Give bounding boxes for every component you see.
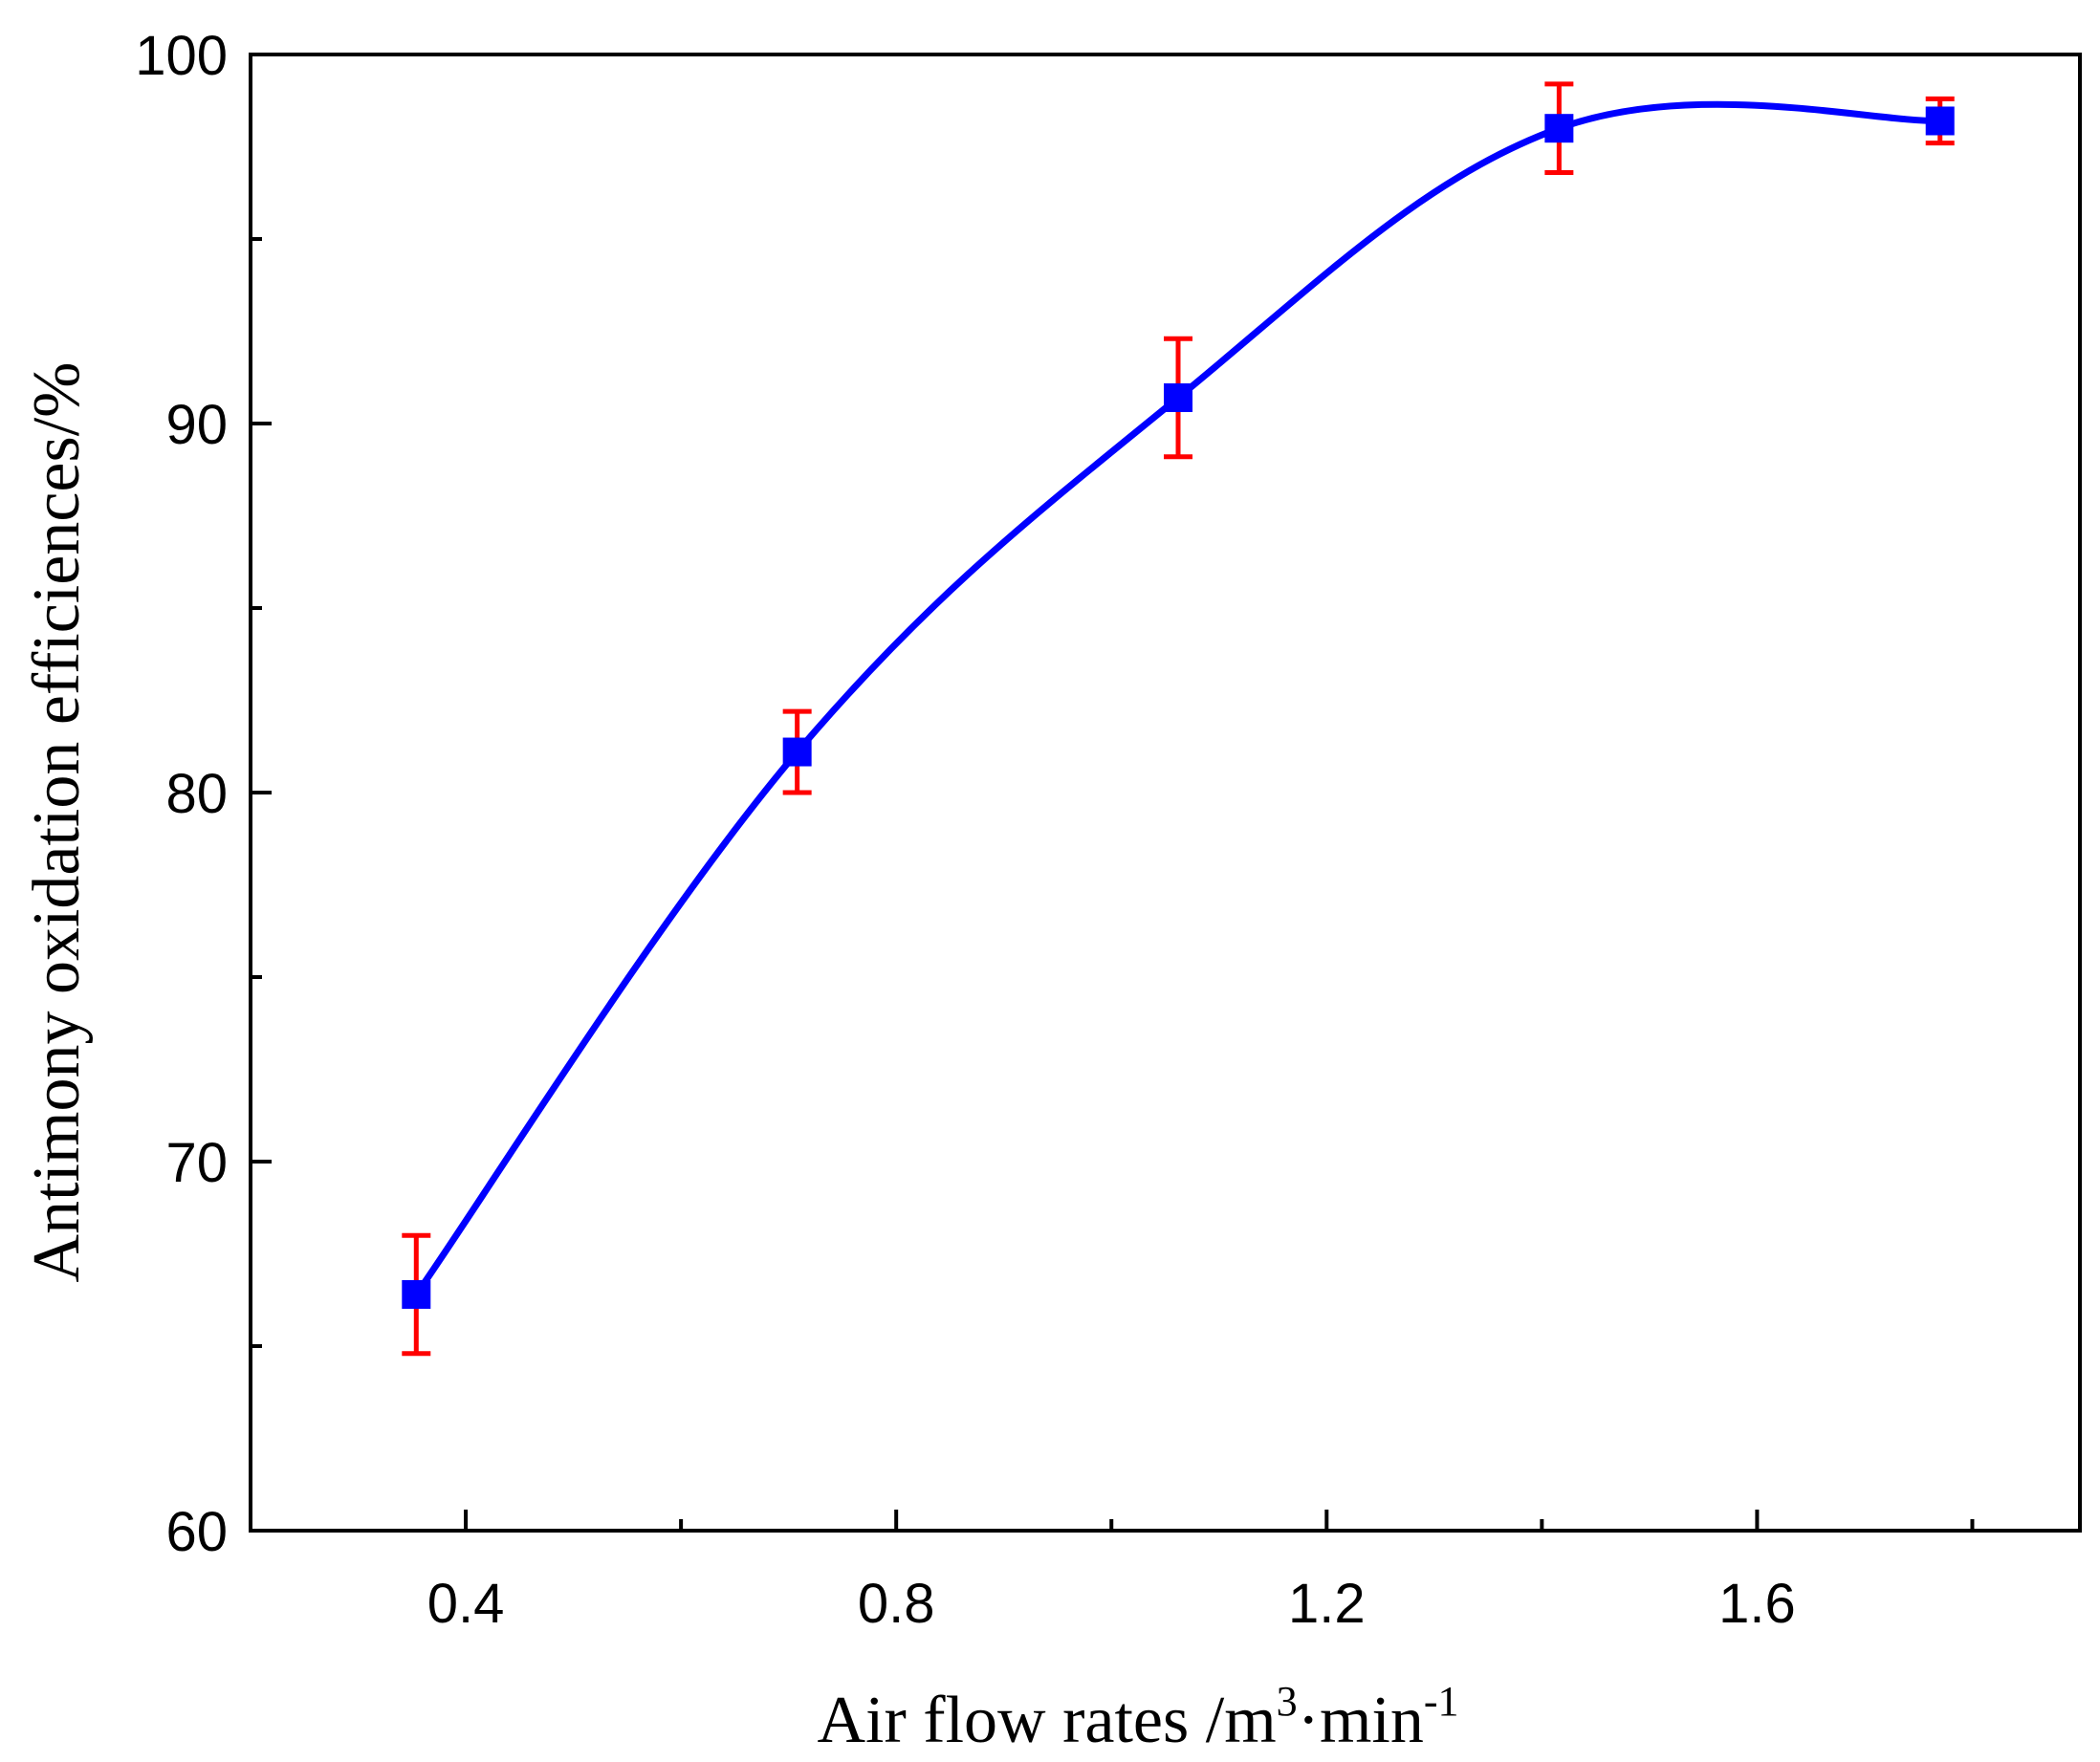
x-axis-title: Air flow rates /m3·min-1 <box>817 1678 1458 1757</box>
data-point <box>782 737 812 767</box>
fit-curve <box>412 100 1944 1298</box>
y-tick-label: 100 <box>135 25 228 87</box>
y-tick-label: 90 <box>165 394 228 456</box>
axes <box>249 53 2082 1533</box>
plot-frame <box>249 53 2082 1533</box>
data-points <box>402 106 1955 1309</box>
data-point <box>1925 106 1955 136</box>
x-tick-label: 0.8 <box>858 1573 935 1635</box>
data-point <box>1164 382 1193 412</box>
fit-curve-group <box>412 100 1944 1298</box>
y-tick-label: 70 <box>165 1132 228 1194</box>
tick-labels: 0.4 0.8 1.2 1.6 60 70 80 90 100 <box>135 25 1796 1635</box>
error-bars <box>402 81 1955 1357</box>
data-point <box>1544 114 1574 143</box>
x-tick-label: 1.2 <box>1288 1573 1366 1635</box>
x-tick-label: 0.4 <box>427 1573 505 1635</box>
data-point <box>402 1279 431 1309</box>
y-tick-label: 60 <box>165 1501 228 1563</box>
y-tick-label: 80 <box>165 763 228 825</box>
y-axis-title: Antimony oxidation efficiences/% <box>20 362 94 1283</box>
x-tick-label: 1.6 <box>1718 1573 1796 1635</box>
